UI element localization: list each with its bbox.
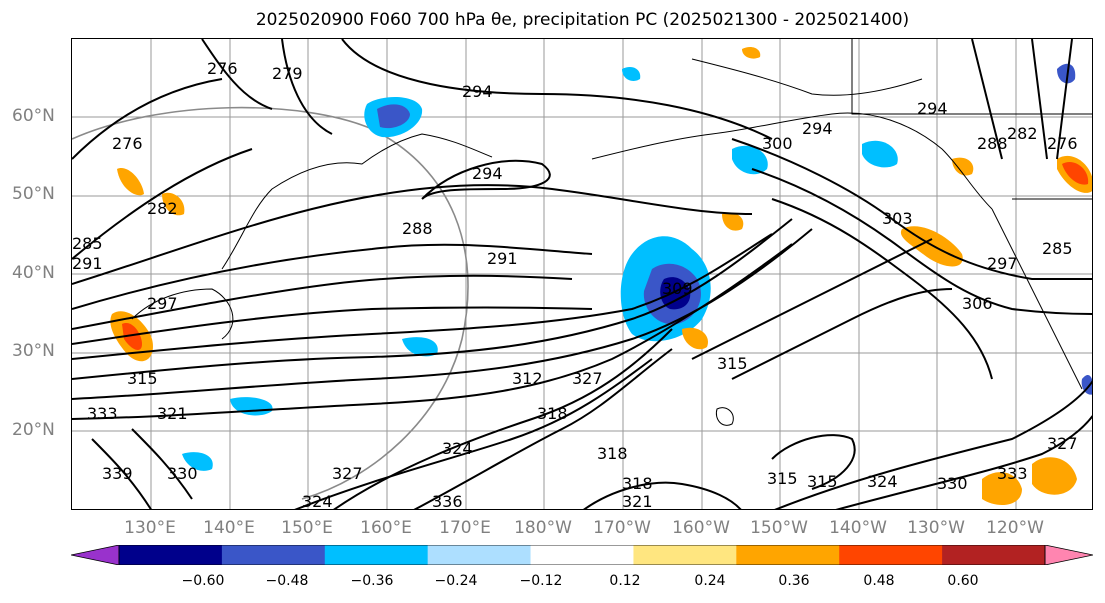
contour-label: 285 — [72, 234, 103, 253]
colorbar-tick-label: −0.12 — [519, 573, 563, 589]
map-canvas: 276 279 276 294 294 282 285 288 291 300 … — [72, 39, 1092, 510]
contour-label: 315 — [127, 369, 158, 388]
lon-label-120w: 120°W — [986, 518, 1044, 538]
lon-label-150w: 150°W — [750, 518, 808, 538]
colorbar-tick-label: 0.12 — [609, 573, 641, 589]
contour-label: 297 — [987, 254, 1018, 273]
contour-labels: 276 279 276 294 294 282 285 288 291 300 … — [72, 59, 1078, 510]
contour-label: 315 — [717, 354, 748, 373]
contour-label: 330 — [937, 474, 968, 493]
contour-label: 321 — [622, 492, 653, 510]
contour-label: 294 — [802, 119, 833, 138]
coastlines — [131, 39, 1092, 426]
colorbar-segment — [839, 545, 943, 565]
lon-label-140e: 140°E — [203, 518, 255, 538]
colorbar-segment — [530, 545, 634, 565]
contour-label: 306 — [962, 294, 993, 313]
contour-label: 312 — [512, 369, 543, 388]
contour-label: 315 — [767, 469, 798, 488]
range-circle — [72, 106, 469, 500]
contour-label: 300 — [762, 134, 793, 153]
map-panel: 276 279 276 294 294 282 285 288 291 300 … — [71, 38, 1093, 510]
lon-label-180w: 180°W — [514, 518, 572, 538]
contour-label: 276 — [207, 59, 238, 78]
contour-label: 276 — [112, 134, 143, 153]
contour-label: 324 — [302, 492, 333, 510]
colorbar-tick-label: −0.24 — [434, 573, 478, 589]
map-title: 2025020900 F060 700 hPa θe, precipitatio… — [255, 10, 910, 30]
contour-label: 327 — [572, 369, 603, 388]
colorbar-tick-label: −0.60 — [181, 573, 225, 589]
contour-label: 318 — [537, 404, 568, 423]
contour-label: 327 — [332, 464, 363, 483]
contour-label: 288 — [402, 219, 433, 238]
colorbar-tick-label: 0.36 — [778, 573, 810, 589]
colorbar-tick-label: −0.36 — [350, 573, 394, 589]
lon-label-130w: 130°W — [907, 518, 965, 538]
colorbar — [71, 545, 1093, 565]
contour-label: 309 — [662, 279, 693, 298]
lon-label-150e: 150°E — [281, 518, 333, 538]
colorbar-segment — [633, 545, 737, 565]
lat-label-30n: 30°N — [12, 341, 55, 361]
contour-label: 294 — [472, 164, 503, 183]
colorbar-segment — [427, 545, 532, 565]
contour-label: 303 — [882, 209, 913, 228]
contour-label: 291 — [72, 254, 103, 273]
contour-label: 291 — [487, 249, 518, 268]
lon-label-140w: 140°W — [829, 518, 887, 538]
contour-label: 333 — [997, 464, 1028, 483]
contour-label: 294 — [462, 82, 493, 101]
lat-label-20n: 20°N — [12, 420, 55, 440]
contour-label: 297 — [147, 294, 178, 313]
contour-label: 282 — [147, 199, 178, 218]
contour-label: 276 — [1047, 134, 1078, 153]
colorbar-tick-label: 0.60 — [947, 573, 979, 589]
colorbar-extend-high — [1044, 545, 1093, 565]
lat-label-40n: 40°N — [12, 263, 55, 283]
colorbar-tick-label: 0.48 — [863, 573, 895, 589]
contour-label: 294 — [917, 99, 948, 118]
lon-label-160e: 160°E — [360, 518, 412, 538]
contour-label: 339 — [102, 464, 133, 483]
contour-label: 330 — [167, 464, 198, 483]
colorbar-segment — [324, 545, 429, 565]
colorbar-tick-label: 0.24 — [694, 573, 726, 589]
contour-label: 279 — [272, 64, 303, 83]
colorbar-segment — [942, 545, 1046, 565]
contour-label: 327 — [1047, 434, 1078, 453]
contour-label: 324 — [442, 439, 473, 458]
colorbar-segments — [71, 545, 1093, 565]
contour-label: 324 — [867, 472, 898, 491]
contour-label: 285 — [1042, 239, 1073, 258]
contour-label: 318 — [622, 474, 653, 493]
theta-e-contours — [72, 39, 1092, 509]
colorbar-outline — [118, 545, 1046, 565]
colorbar-segment — [119, 545, 223, 565]
contour-label: 318 — [597, 444, 628, 463]
colorbar-segment — [221, 545, 326, 565]
colorbar-tick-label: −0.48 — [265, 573, 309, 589]
lon-label-160w: 160°W — [672, 518, 730, 538]
lon-label-130e: 130°E — [124, 518, 176, 538]
lon-label-170e: 170°E — [439, 518, 491, 538]
contour-label: 333 — [87, 404, 118, 423]
contour-label: 282 — [1007, 124, 1038, 143]
contour-label: 315 — [807, 472, 838, 491]
lat-label-50n: 50°N — [12, 184, 55, 204]
lon-label-170w: 170°W — [593, 518, 651, 538]
colorbar-extend-low — [71, 545, 120, 565]
contour-label: 336 — [432, 492, 463, 510]
contour-label: 288 — [977, 134, 1008, 153]
lat-label-60n: 60°N — [12, 106, 55, 126]
colorbar-segment — [736, 545, 840, 565]
contour-label: 321 — [157, 404, 188, 423]
